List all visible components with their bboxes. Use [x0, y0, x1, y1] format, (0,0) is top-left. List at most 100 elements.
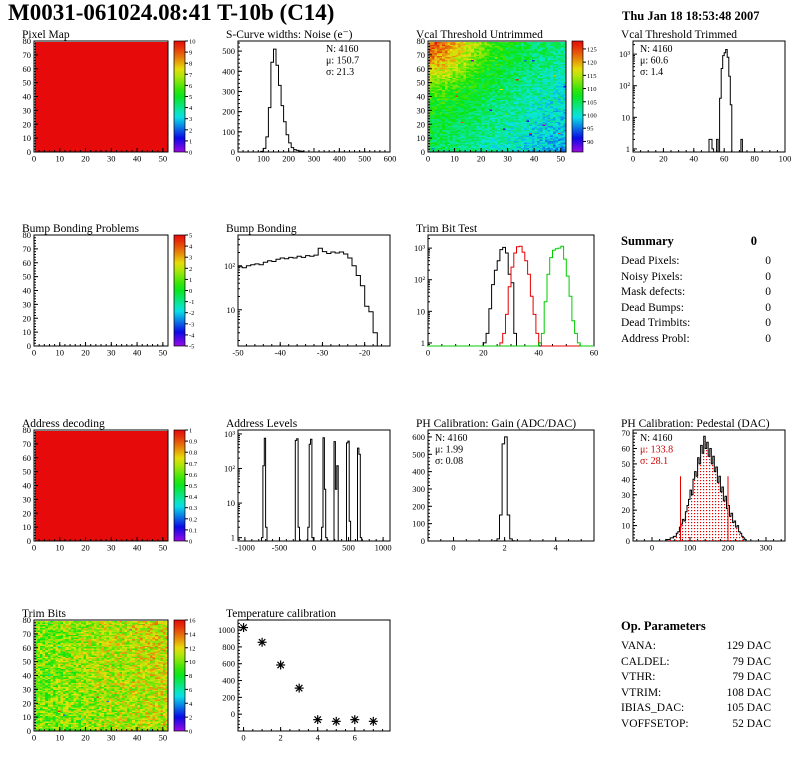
svg-text:50: 50	[556, 154, 565, 164]
svg-text:10²: 10²	[224, 261, 236, 271]
svg-text:10: 10	[23, 133, 32, 143]
chart-bump-bonding: Bump Bonding -50 -40 -30 -20 10 10²	[212, 222, 398, 362]
svg-text:30: 30	[23, 105, 32, 115]
svg-text:Trim Bits: Trim Bits	[22, 608, 67, 620]
svg-text:20: 20	[479, 348, 488, 358]
svg-text:N: 4160: N: 4160	[435, 433, 468, 444]
svg-text:1: 1	[626, 144, 630, 154]
op-parameters-header: Op. Parameters	[621, 619, 771, 634]
svg-text:30: 30	[622, 490, 631, 500]
chart-address-levels: Address Levels -1000 -500 0 500 1000 1 10 10² 10³	[212, 417, 398, 557]
svg-text:8: 8	[189, 61, 192, 68]
svg-text:0.6: 0.6	[189, 472, 198, 479]
svg-text:5: 5	[189, 94, 192, 101]
svg-text:0.1: 0.1	[189, 527, 197, 534]
svg-text:10: 10	[23, 712, 32, 722]
svg-text:-30: -30	[317, 348, 328, 358]
chart-scurve-noise: S-Curve widths: Noise (e⁻) 0 100 200 300 400 5…	[212, 28, 398, 168]
svg-text:Pixel Map: Pixel Map	[22, 29, 70, 41]
svg-text:4: 4	[316, 733, 321, 743]
svg-text:10³: 10³	[224, 429, 236, 439]
svg-text:80: 80	[750, 154, 759, 164]
chart-pixel-map: Pixel Map 0 10 20 30 40 50 0 10 20 30 40 50 60 70 80 0 1 2…	[8, 28, 204, 168]
svg-text:16: 16	[189, 618, 196, 625]
svg-text:2: 2	[189, 127, 192, 134]
svg-text:10²: 10²	[224, 464, 236, 474]
svg-text:σ: 1.4: σ: 1.4	[640, 67, 663, 78]
svg-text:14: 14	[189, 631, 196, 638]
svg-text:50: 50	[622, 459, 631, 469]
svg-text:2: 2	[189, 715, 192, 722]
svg-text:60: 60	[23, 643, 32, 653]
svg-text:0: 0	[451, 543, 455, 553]
svg-text:0: 0	[32, 348, 36, 358]
svg-text:0: 0	[650, 543, 654, 553]
svg-text:2: 2	[189, 266, 192, 273]
svg-text:0: 0	[189, 539, 192, 546]
svg-text:100: 100	[257, 154, 270, 164]
svg-text:10: 10	[23, 522, 32, 532]
svg-text:S-Curve widths: Noise (e⁻): S-Curve widths: Noise (e⁻)	[226, 29, 353, 41]
svg-text:0: 0	[189, 150, 192, 157]
svg-text:5: 5	[189, 233, 192, 240]
svg-text:30: 30	[417, 105, 426, 115]
svg-text:-1: -1	[189, 299, 194, 306]
svg-text:0.5: 0.5	[189, 483, 197, 490]
svg-text:300: 300	[760, 543, 773, 553]
svg-text:0.8: 0.8	[189, 450, 197, 457]
svg-text:30: 30	[503, 154, 512, 164]
svg-text:4: 4	[189, 105, 193, 112]
svg-text:500: 500	[222, 46, 235, 56]
svg-text:1000: 1000	[375, 543, 392, 553]
chart-vcal-threshold-untrimmed: Vcal Threshold Untrimmed 0 10 20 30 40 50 0 10 20…	[402, 28, 602, 168]
svg-text:0: 0	[421, 147, 425, 157]
svg-text:80: 80	[23, 425, 32, 435]
svg-text:0: 0	[426, 348, 430, 358]
svg-text:0: 0	[27, 341, 31, 351]
svg-text:4: 4	[189, 244, 193, 251]
svg-text:40: 40	[133, 348, 142, 358]
svg-text:20: 20	[81, 733, 90, 743]
svg-text:30: 30	[23, 494, 32, 504]
scurve-noise-plot: S-Curve widths: Noise (e⁻) 0 100 200 300 400 5…	[222, 29, 396, 164]
svg-text:4: 4	[554, 543, 559, 553]
svg-text:-20: -20	[359, 348, 370, 358]
svg-text:200: 200	[222, 107, 235, 117]
summary-row-dead-pixels: Dead Pixels: 0	[621, 255, 771, 267]
svg-text:40: 40	[23, 92, 32, 102]
svg-text:7: 7	[189, 72, 193, 79]
svg-text:10: 10	[56, 733, 64, 743]
svg-text:0: 0	[32, 543, 36, 553]
svg-text:90: 90	[587, 139, 594, 146]
pixel-map-map	[34, 41, 168, 152]
svg-text:10: 10	[622, 521, 631, 531]
svg-text:0: 0	[189, 729, 192, 736]
svg-text:0: 0	[32, 733, 36, 743]
svg-text:0: 0	[236, 154, 240, 164]
chart-bump-bonding-problems: Bump Bonding Problems 0 10 20 30 40 50 0 10 20 30 4…	[8, 222, 204, 362]
svg-text:40: 40	[133, 543, 142, 553]
svg-text:6: 6	[189, 83, 193, 90]
svg-text:30: 30	[107, 543, 116, 553]
chart-ph-calibration-gain: PH Calibration: Gain (ADC/DAC) 0 2 4 0 100 200…	[402, 417, 602, 557]
svg-text:50: 50	[159, 154, 168, 164]
svg-text:40: 40	[622, 474, 631, 484]
svg-text:300: 300	[222, 86, 235, 96]
op-parameters-title: Op. Parameters	[621, 619, 706, 633]
svg-text:50: 50	[23, 657, 32, 667]
svg-text:70: 70	[23, 629, 32, 639]
svg-text:400: 400	[222, 66, 235, 76]
svg-text:400: 400	[222, 676, 235, 686]
vcal-trimmed-plot: Vcal Threshold Trimmed 0 20 40 60 80 100 1 10 10²…	[619, 29, 791, 164]
svg-text:20: 20	[23, 508, 32, 518]
svg-text:σ: 21.3: σ: 21.3	[326, 67, 354, 78]
svg-text:N: 4160: N: 4160	[640, 433, 673, 444]
svg-text:100: 100	[222, 127, 235, 137]
svg-text:50: 50	[23, 78, 32, 88]
svg-text:70: 70	[417, 50, 426, 60]
chart-trim-bits: Trim Bits 0 10 20 30 40 50 0 10 20 30 40 50 60 70 80 0 2 4…	[8, 607, 204, 747]
svg-text:30: 30	[107, 733, 116, 743]
address-levels-plot: Address Levels -1000 -500 0 500 1000 1 10 10² 10³	[224, 418, 392, 553]
svg-text:70: 70	[622, 428, 631, 438]
